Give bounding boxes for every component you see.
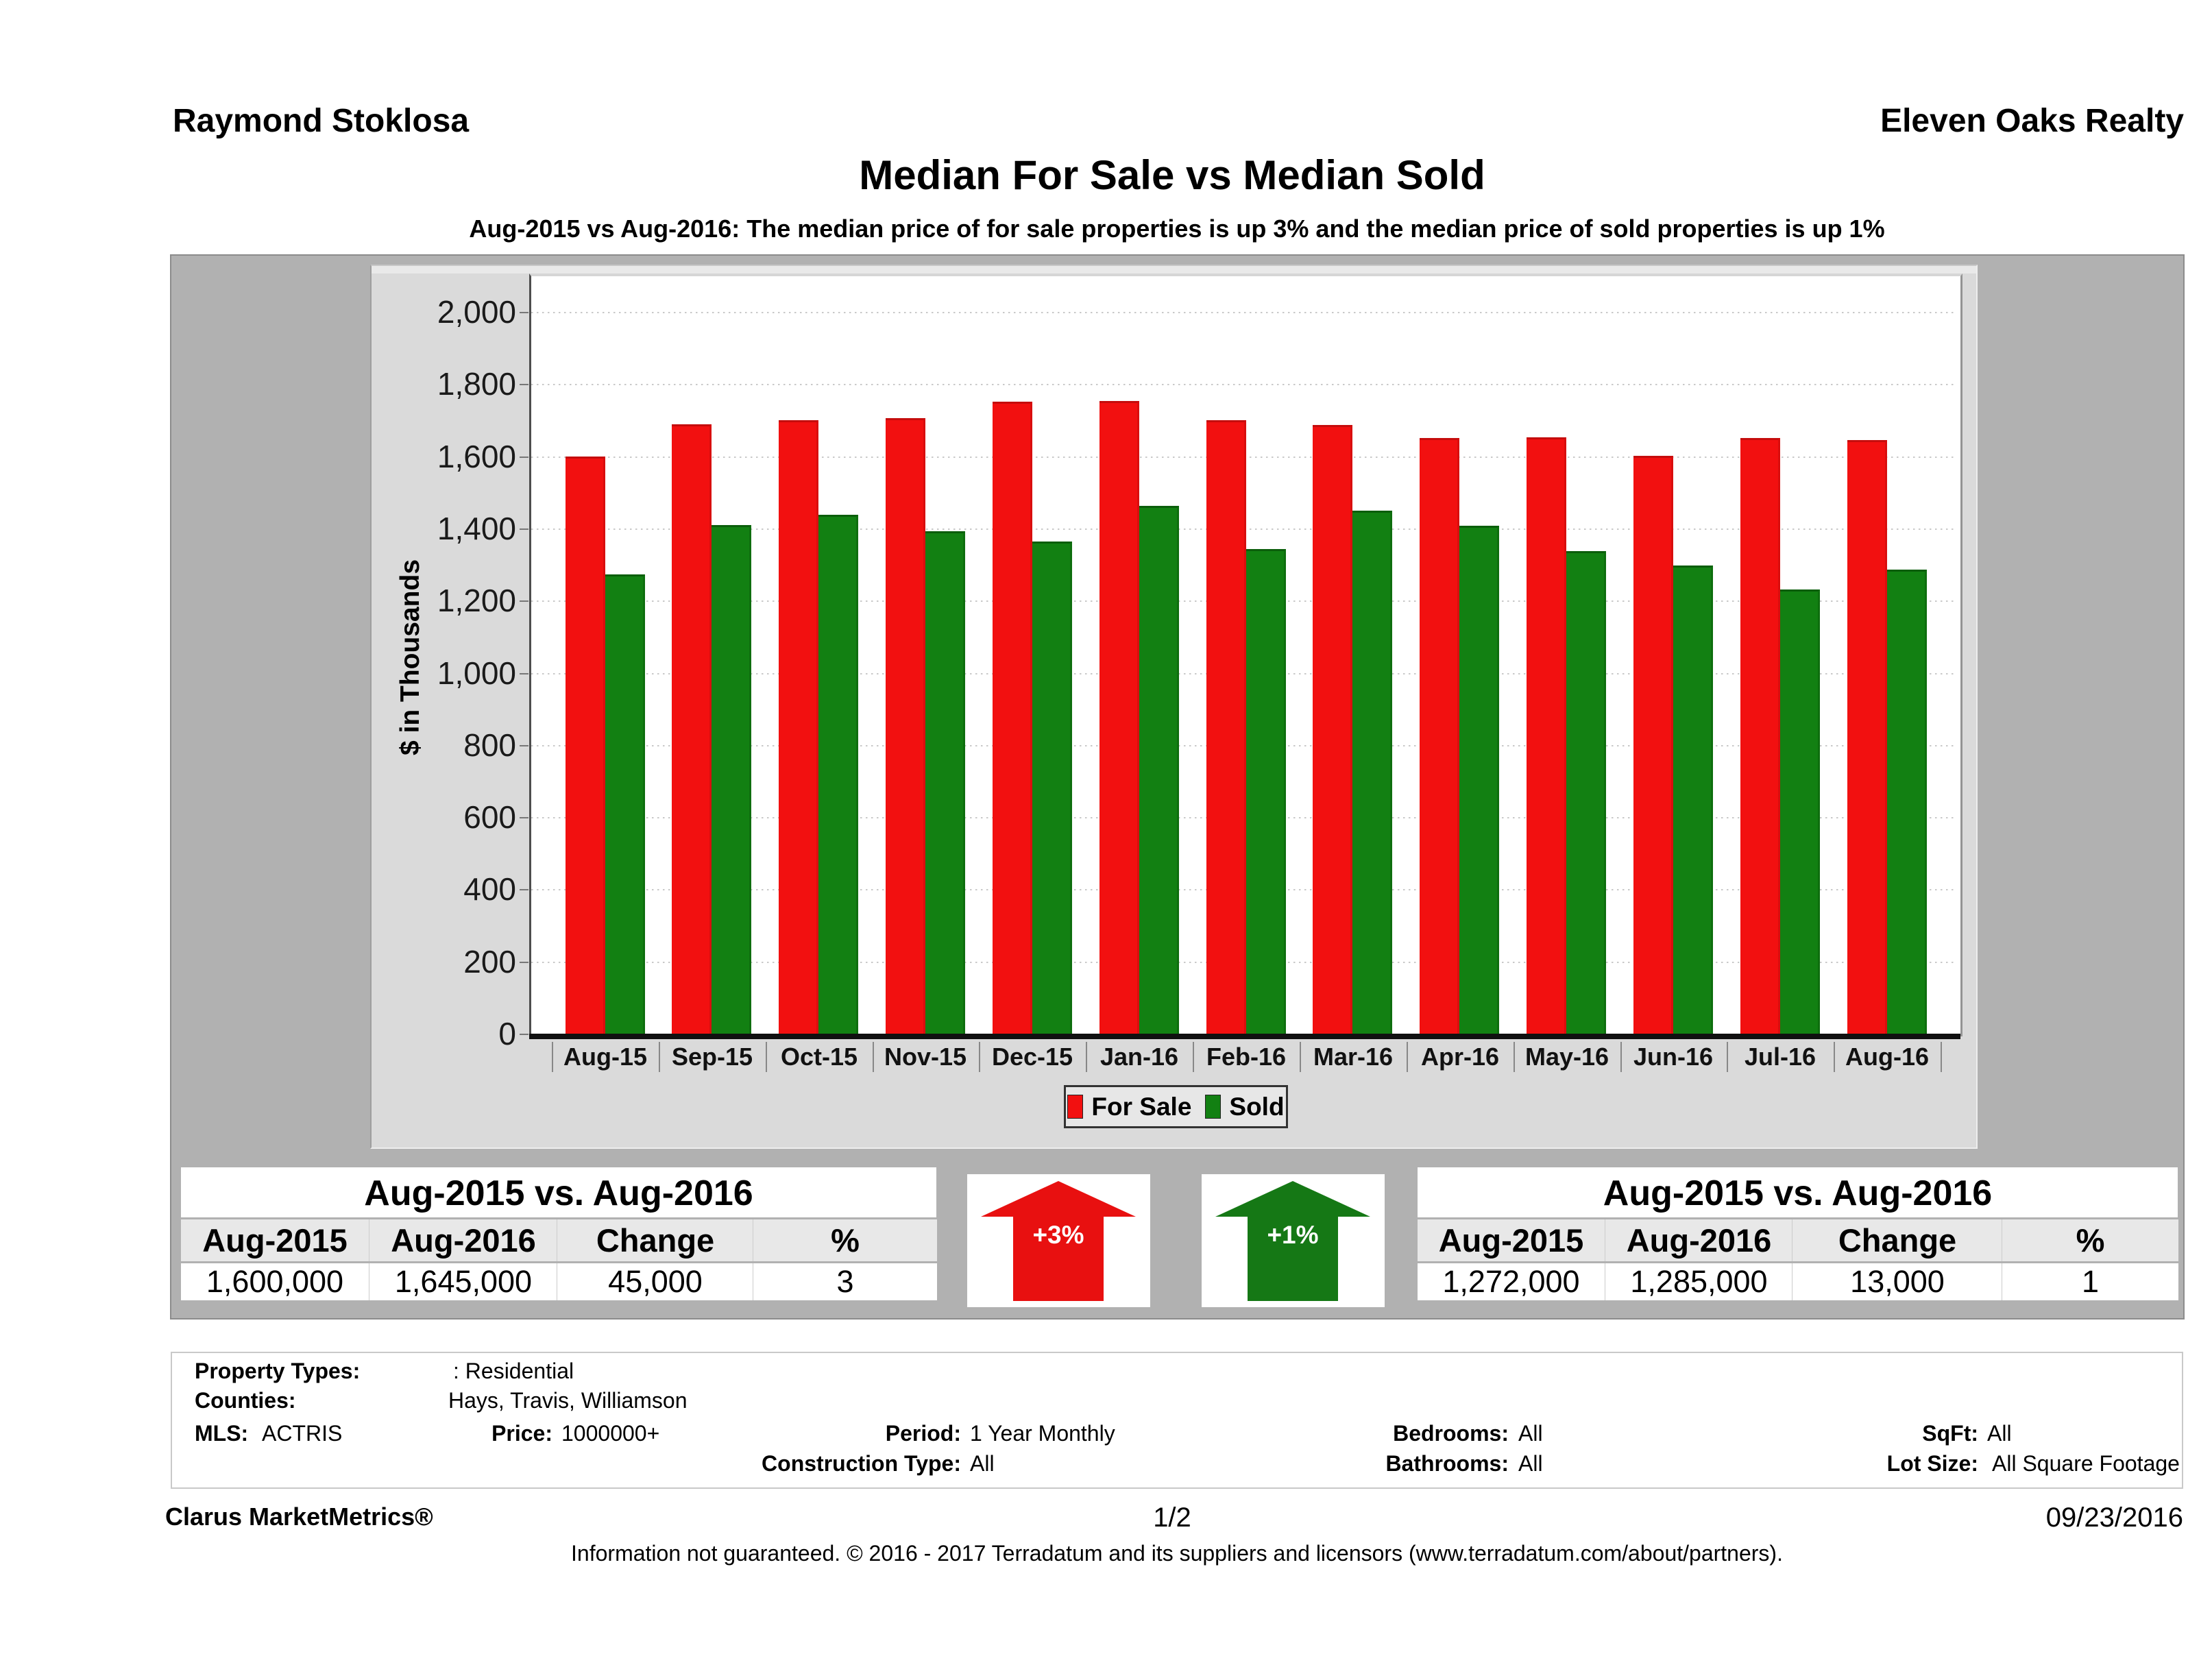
svg-text:+1%: +1% <box>1267 1221 1318 1249</box>
svg-text:+3%: +3% <box>1032 1221 1084 1249</box>
